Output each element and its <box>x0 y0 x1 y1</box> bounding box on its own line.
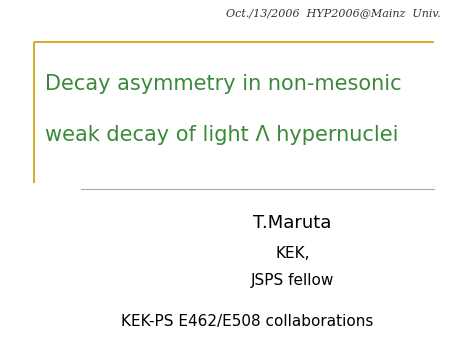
Text: JSPS fellow: JSPS fellow <box>251 273 334 288</box>
Text: T.Maruta: T.Maruta <box>253 214 332 232</box>
Text: weak decay of light Λ hypernuclei: weak decay of light Λ hypernuclei <box>45 125 399 145</box>
Text: Oct./13/2006  HYP2006@Mainz  Univ.: Oct./13/2006 HYP2006@Mainz Univ. <box>226 8 441 19</box>
Text: Decay asymmetry in non-mesonic: Decay asymmetry in non-mesonic <box>45 74 401 95</box>
Text: KEK-PS E462/E508 collaborations: KEK-PS E462/E508 collaborations <box>122 314 374 329</box>
Text: KEK,: KEK, <box>275 246 310 261</box>
